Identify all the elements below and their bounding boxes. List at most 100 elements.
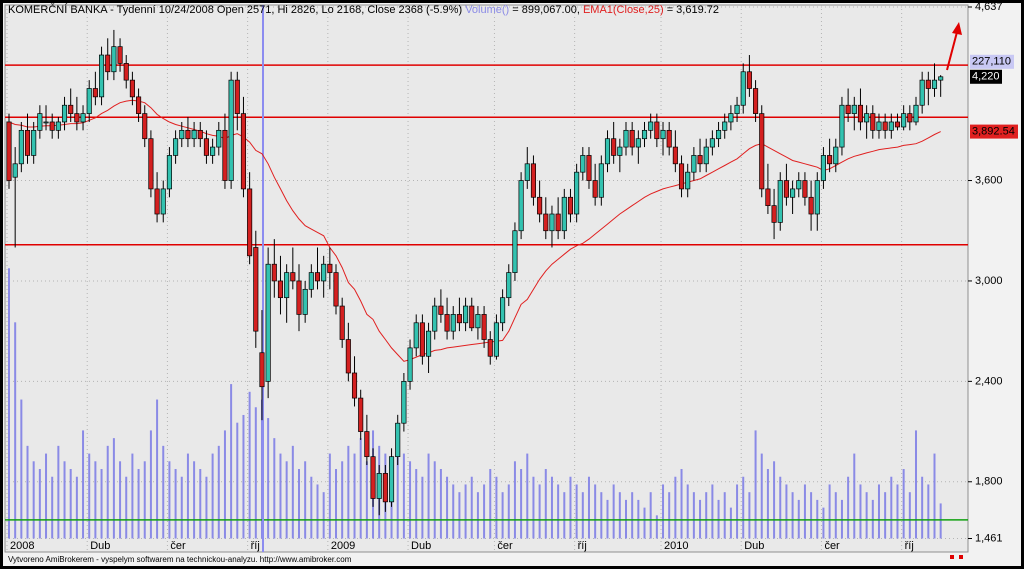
x-tick-label: 2008 bbox=[10, 540, 34, 552]
candle-body bbox=[611, 138, 617, 156]
volume-bar bbox=[82, 430, 85, 539]
candle-body bbox=[882, 121, 888, 131]
candle-body bbox=[783, 180, 789, 198]
candle-body bbox=[641, 129, 648, 140]
volume-bar bbox=[921, 476, 924, 539]
last-volume-box bbox=[970, 54, 1014, 69]
volume-bar bbox=[538, 484, 541, 539]
volume-bar bbox=[557, 484, 560, 539]
candle-body bbox=[827, 155, 833, 165]
candle-body bbox=[851, 104, 857, 114]
candle-body bbox=[518, 180, 524, 232]
candle-body bbox=[18, 129, 24, 165]
candle-body bbox=[203, 138, 209, 156]
candle-body bbox=[777, 180, 783, 223]
volume-bar bbox=[865, 492, 868, 539]
candle-body bbox=[302, 288, 308, 315]
candle-body bbox=[216, 129, 222, 148]
candle-body bbox=[894, 121, 901, 128]
candle-body bbox=[493, 322, 499, 357]
volume-bar bbox=[57, 445, 60, 539]
x-tick-label: říj bbox=[251, 540, 260, 552]
candle-body bbox=[549, 213, 555, 232]
ema-label: EMA1(Close,25) bbox=[583, 4, 664, 16]
volume-bar bbox=[532, 476, 535, 539]
volume-bar bbox=[174, 469, 177, 539]
volume-bar bbox=[822, 507, 825, 539]
candle-body bbox=[68, 104, 74, 114]
volume-bar bbox=[705, 492, 708, 539]
trend-arrow bbox=[946, 31, 958, 71]
candle-body bbox=[376, 473, 382, 499]
volume-bar bbox=[662, 484, 665, 539]
volume-bar bbox=[236, 422, 239, 539]
volume-bar bbox=[550, 476, 553, 539]
volume-bar bbox=[458, 492, 461, 539]
volume-bar bbox=[569, 476, 572, 539]
volume-bar bbox=[927, 484, 930, 539]
volume-layer bbox=[8, 268, 942, 539]
candle-body bbox=[413, 322, 419, 349]
last-close-label: 4,220 bbox=[972, 71, 1000, 83]
volume-bar bbox=[723, 492, 726, 539]
volume-bar bbox=[254, 407, 257, 539]
candle-body bbox=[419, 322, 425, 357]
candle-body bbox=[388, 456, 395, 503]
candle-body bbox=[543, 213, 549, 232]
candle-body bbox=[253, 247, 259, 332]
candle-body bbox=[907, 113, 913, 123]
candle-body bbox=[500, 297, 506, 324]
candle-body bbox=[623, 129, 629, 148]
candle-body bbox=[475, 314, 481, 329]
candle-body bbox=[870, 113, 876, 131]
volume-bar bbox=[26, 445, 29, 539]
volume-bar bbox=[100, 469, 103, 539]
candle-body bbox=[432, 305, 438, 332]
volume-bar bbox=[421, 476, 424, 539]
volume-bar bbox=[520, 469, 523, 539]
candle-body bbox=[407, 347, 413, 382]
volume-bar bbox=[341, 461, 344, 539]
volume-bar bbox=[884, 492, 887, 539]
candle-body bbox=[876, 121, 882, 131]
volume-bar bbox=[748, 492, 751, 539]
candle-body bbox=[92, 88, 98, 98]
candle-body bbox=[691, 155, 697, 173]
volume-bar bbox=[729, 507, 732, 539]
candle-body bbox=[833, 146, 839, 165]
volume-value: = 899,067.00, bbox=[512, 4, 580, 16]
candle-body bbox=[913, 104, 919, 123]
volume-bar bbox=[347, 445, 350, 539]
volume-bar bbox=[137, 469, 140, 539]
y-tick-label: 1,800 bbox=[975, 476, 1003, 488]
candle-body bbox=[938, 76, 944, 81]
volume-bar bbox=[359, 438, 362, 539]
volume-bar bbox=[470, 476, 473, 539]
volume-bar bbox=[149, 430, 152, 539]
candle-body bbox=[31, 129, 37, 156]
candle-body bbox=[327, 263, 333, 273]
candle-body bbox=[586, 155, 592, 181]
plot-area bbox=[4, 4, 969, 553]
candle-body bbox=[284, 272, 290, 299]
volume-bar bbox=[396, 438, 399, 539]
candle-body bbox=[339, 305, 345, 340]
volume-bar bbox=[859, 484, 862, 539]
volume-bar bbox=[291, 445, 294, 539]
volume-bar bbox=[810, 492, 813, 539]
candle-body bbox=[240, 113, 247, 190]
candle-body bbox=[321, 263, 327, 282]
candle-body bbox=[210, 146, 216, 156]
candle-body bbox=[648, 121, 654, 131]
volume-bar bbox=[402, 453, 405, 539]
candle-body bbox=[277, 280, 284, 299]
volume-bar bbox=[452, 484, 455, 539]
volume-bar bbox=[75, 476, 78, 539]
candle-body bbox=[469, 305, 475, 329]
candle-body bbox=[271, 263, 277, 282]
volume-bar bbox=[20, 399, 23, 539]
candle-body bbox=[228, 79, 234, 181]
candle-body bbox=[265, 263, 271, 382]
ema-layer bbox=[8, 99, 941, 362]
candle-body bbox=[444, 314, 450, 332]
